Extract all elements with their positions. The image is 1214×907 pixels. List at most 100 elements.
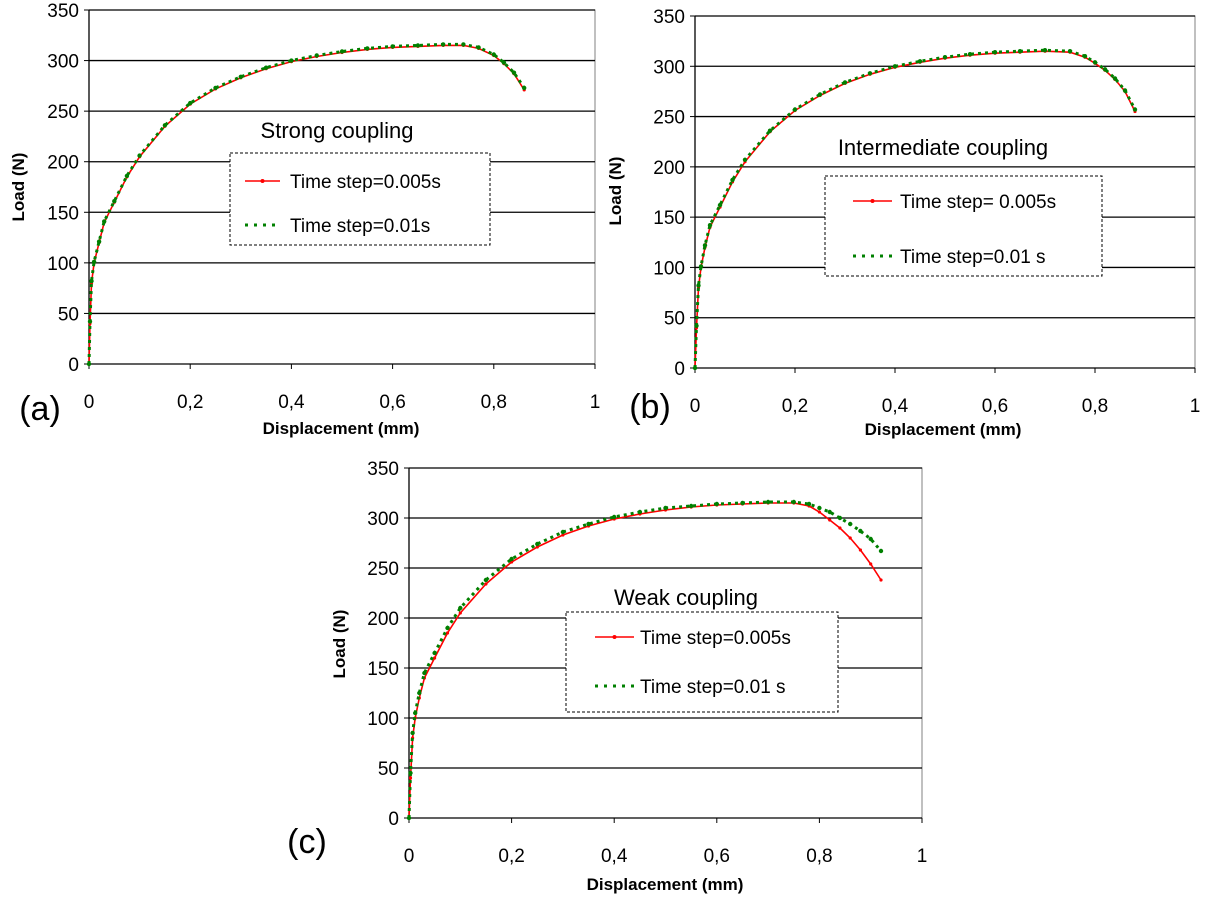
coupling-annotation: Intermediate coupling <box>838 135 1048 160</box>
data-point <box>188 100 193 106</box>
data-point <box>91 259 97 264</box>
data-point <box>878 548 884 554</box>
x-tick-label: 0,8 <box>1082 396 1108 417</box>
data-point <box>461 42 466 47</box>
data-point <box>137 153 142 158</box>
data-point <box>742 157 748 162</box>
data-point <box>433 656 437 660</box>
y-tick-label: 0 <box>674 359 685 380</box>
y-tick-label: 0 <box>68 355 79 376</box>
x-tick-label: 0,2 <box>177 392 203 413</box>
x-tick-label: 0,8 <box>806 846 832 867</box>
x-tick-label: 0,6 <box>982 396 1008 417</box>
data-point <box>339 49 345 54</box>
coupling-annotation: Weak coupling <box>614 585 758 610</box>
data-point <box>96 239 102 244</box>
data-point <box>1132 107 1138 112</box>
y-tick-label: 300 <box>367 509 399 530</box>
data-point <box>484 582 488 586</box>
data-point <box>491 52 496 57</box>
series-line-red <box>408 502 882 819</box>
y-tick-label: 200 <box>47 153 79 174</box>
data-point <box>848 536 852 540</box>
y-tick-label: 50 <box>664 309 685 330</box>
chart-panel-a: 0 50 100 150 200 250 300 350 0 0,2 0,4 0,6 0,8 1 Displ… <box>9 1 600 438</box>
data-point <box>445 631 450 635</box>
data-point <box>992 50 998 55</box>
legend-label: Time step=0.01 s <box>640 677 786 698</box>
data-point <box>112 199 117 204</box>
panel-label-c: (c) <box>287 823 327 861</box>
data-point <box>740 500 745 506</box>
data-point <box>838 526 842 530</box>
x-tick-label: 0 <box>404 846 415 867</box>
data-point <box>586 521 591 527</box>
data-point <box>441 42 446 47</box>
data-point <box>689 503 694 509</box>
y-tick-label: 350 <box>47 1 79 22</box>
x-axis-title: Displacement (mm) <box>587 875 744 894</box>
data-point <box>509 556 514 562</box>
x-tick-label: 0,4 <box>882 396 909 417</box>
data-point <box>637 509 643 515</box>
y-tick-label: 50 <box>378 759 399 780</box>
x-tick-label: 0,4 <box>601 846 628 867</box>
data-point <box>314 53 319 58</box>
data-point <box>869 562 873 566</box>
data-point <box>942 55 948 60</box>
y-tick-label: 200 <box>653 158 685 179</box>
data-point <box>694 323 699 328</box>
data-point <box>917 59 923 64</box>
coupling-annotation: Strong coupling <box>261 118 414 143</box>
data-point <box>1102 67 1108 72</box>
data-point <box>698 264 704 269</box>
legend-label: Time step=0.01 s <box>900 247 1046 268</box>
y-tick-label: 150 <box>47 203 79 224</box>
data-point <box>289 58 294 63</box>
chart-panel-c: 0 50 100 150 200 250 300 350 0 0,2 0,4 0,6 0,8 1 Displ… <box>287 459 927 894</box>
data-point <box>458 605 463 611</box>
data-point <box>535 541 540 547</box>
data-point <box>1092 60 1098 65</box>
legend-label: Time step=0.005s <box>640 628 791 649</box>
data-point <box>730 177 735 183</box>
x-tick-label: 0,6 <box>704 846 730 867</box>
data-point <box>522 85 527 91</box>
data-point <box>827 509 832 515</box>
data-point <box>406 815 412 821</box>
data-point <box>792 107 798 112</box>
data-point <box>458 611 462 615</box>
x-tick-label: 0,8 <box>481 392 507 413</box>
x-axis-title: Displacement (mm) <box>865 420 1022 439</box>
data-point <box>87 319 93 324</box>
y-tick-label: 350 <box>653 7 685 28</box>
data-point <box>1042 48 1048 53</box>
y-tick-label: 150 <box>367 659 399 680</box>
x-tick-label: 0 <box>84 392 95 413</box>
x-tick-label: 0,4 <box>278 392 305 413</box>
y-tick-label: 250 <box>47 102 79 123</box>
data-point <box>1082 54 1088 59</box>
data-point <box>410 730 415 736</box>
data-point <box>238 74 243 80</box>
data-point <box>535 545 539 549</box>
data-point <box>848 521 853 527</box>
x-tick-label: 0,6 <box>379 392 405 413</box>
data-point <box>714 501 719 507</box>
data-point <box>213 85 218 91</box>
panel-label-a: (a) <box>19 390 61 428</box>
data-point <box>413 710 418 716</box>
data-point <box>817 505 822 511</box>
legend-box <box>824 175 1103 277</box>
data-point <box>663 505 668 511</box>
series-line-green <box>693 48 1137 369</box>
data-point <box>967 52 973 57</box>
legend-marker <box>612 635 617 639</box>
y-tick-label: 300 <box>653 57 685 78</box>
x-axis-title: Displacement (mm) <box>263 419 420 438</box>
data-point <box>415 43 421 48</box>
data-point <box>390 44 395 49</box>
x-tick-label: 1 <box>590 392 601 413</box>
panel-label-b: (b) <box>629 388 671 426</box>
data-point <box>806 501 812 507</box>
